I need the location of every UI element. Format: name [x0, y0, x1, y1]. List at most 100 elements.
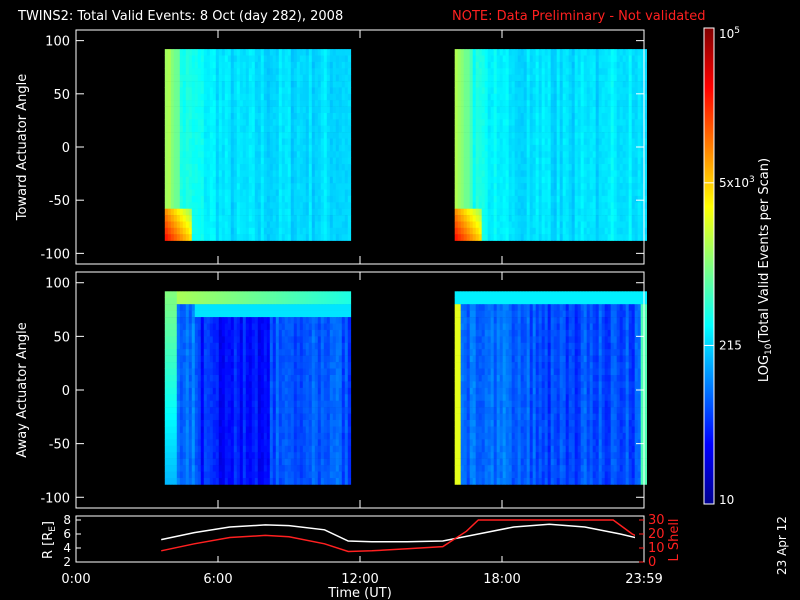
heatmap-cell — [218, 317, 223, 324]
heatmap-cell — [230, 170, 235, 178]
heatmap-cell — [212, 113, 217, 120]
heatmap-cell — [326, 208, 331, 216]
heatmap-cell — [266, 465, 271, 472]
heatmap-cell — [239, 195, 244, 203]
heatmap-cell — [266, 93, 271, 101]
heatmap-cell — [164, 323, 169, 331]
heatmap-cell — [332, 183, 337, 190]
heatmap-cell — [278, 176, 283, 184]
heatmap-cell — [604, 87, 608, 95]
heatmap-cell — [257, 87, 262, 95]
heatmap-cell — [242, 234, 247, 241]
heatmap-cell — [553, 100, 557, 107]
heatmap-cell — [245, 100, 250, 107]
heatmap-cell — [526, 138, 530, 146]
heatmap-cell — [526, 132, 530, 139]
heatmap-cell — [194, 304, 199, 311]
heatmap-cell — [305, 202, 310, 209]
heatmap-cell — [562, 183, 566, 190]
heatmap-cell — [236, 132, 241, 139]
heatmap-cell — [257, 183, 262, 190]
heatmap-cell — [341, 119, 346, 126]
heatmap-cell — [179, 125, 184, 133]
heatmap-cell — [233, 119, 238, 126]
heatmap-cell — [517, 93, 521, 101]
heatmap-cell — [278, 208, 283, 216]
heatmap-cell — [242, 61, 247, 69]
heatmap-cell — [275, 68, 280, 75]
heatmap-cell — [278, 458, 283, 466]
heatmap-cell — [176, 458, 181, 466]
heatmap-cell — [179, 151, 184, 158]
heatmap-cell — [550, 100, 554, 107]
heatmap-cell — [586, 215, 590, 222]
heatmap-cell — [589, 138, 593, 146]
heatmap-cell — [173, 297, 178, 305]
heatmap-cell — [203, 452, 208, 459]
heatmap-cell — [628, 221, 632, 229]
heatmap-cell — [634, 157, 638, 165]
heatmap-cell — [610, 81, 614, 88]
heatmap-cell — [164, 310, 169, 318]
heatmap-cell — [601, 189, 605, 197]
heatmap-cell — [206, 208, 211, 216]
heatmap-cell — [490, 151, 494, 158]
heatmap-cell — [197, 381, 202, 389]
heatmap-cell — [185, 310, 190, 318]
heatmap-cell — [212, 400, 217, 408]
heatmap-cell — [589, 106, 593, 114]
heatmap-cell — [167, 387, 172, 395]
heatmap-cell — [508, 215, 512, 222]
heatmap-cell — [269, 183, 274, 190]
heatmap-cell — [212, 151, 217, 158]
heatmap-cell — [179, 439, 184, 447]
heatmap-cell — [338, 215, 343, 222]
heatmap-cell — [206, 420, 211, 427]
heatmap-cell — [197, 458, 202, 466]
heatmap-cell — [505, 87, 509, 95]
heatmap-cell — [164, 439, 169, 447]
heatmap-cell — [218, 368, 223, 376]
heatmap-cell — [520, 144, 524, 152]
heatmap-cell — [314, 208, 319, 216]
heatmap-cell — [305, 87, 310, 95]
heatmap-cell — [308, 221, 313, 229]
heatmap-cell — [604, 164, 608, 171]
heatmap-cell — [499, 55, 503, 63]
heatmap-cell — [332, 227, 337, 235]
heatmap-cell — [631, 87, 635, 95]
heatmap-cell — [212, 195, 217, 203]
heatmap-cell — [499, 74, 503, 82]
heatmap-cell — [242, 375, 247, 382]
heatmap-cell — [167, 183, 172, 190]
heatmap-cell — [251, 478, 256, 485]
heatmap-cell — [266, 221, 271, 229]
heatmap-cell — [215, 407, 220, 414]
heatmap-cell — [275, 183, 280, 190]
heatmap-cell — [338, 227, 343, 235]
heatmap-cell — [562, 61, 566, 69]
heatmap-cell — [463, 170, 467, 178]
heatmap-cell — [335, 74, 340, 82]
heatmap-cell — [550, 183, 554, 190]
heatmap-cell — [245, 387, 250, 395]
heatmap-cell — [610, 157, 614, 165]
heatmap-cell — [221, 432, 226, 440]
heatmap-cell — [293, 74, 298, 82]
heatmap-cell — [164, 368, 169, 376]
heatmap-cell — [281, 349, 286, 356]
heatmap-cell — [469, 183, 473, 190]
heatmap-cell — [607, 49, 611, 56]
heatmap-cell — [170, 125, 175, 133]
heatmap-cell — [209, 362, 214, 369]
heatmap-cell — [275, 349, 280, 356]
heatmap-cell — [305, 68, 310, 75]
heatmap-cell — [481, 119, 485, 126]
heatmap-cell — [463, 81, 467, 88]
heatmap-cell — [502, 234, 506, 241]
heatmap-cell — [290, 87, 295, 95]
heatmap-cell — [338, 221, 343, 229]
heatmap-cell — [203, 349, 208, 356]
heatmap-cell — [565, 132, 569, 139]
heatmap-cell — [311, 68, 316, 75]
